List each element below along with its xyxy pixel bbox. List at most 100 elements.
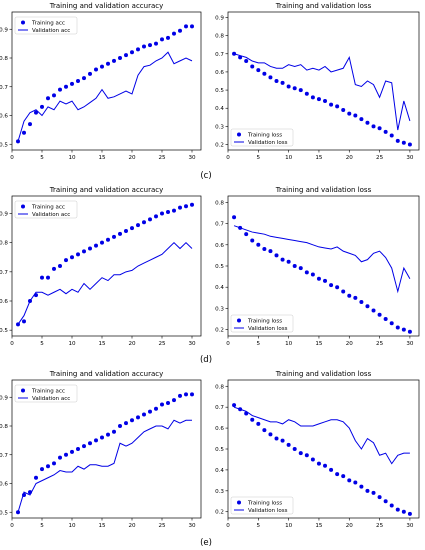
data-point-training-acc (40, 104, 44, 109)
data-point-training-loss (232, 215, 237, 220)
data-point-training-acc (34, 475, 38, 480)
data-point-training-loss (401, 327, 406, 332)
data-point-training-loss (329, 467, 334, 472)
data-point-training-acc (58, 264, 62, 268)
data-point-training-acc (154, 41, 158, 46)
legend-box (14, 384, 78, 403)
legend-label: Validation acc (32, 28, 70, 34)
data-point-training-loss (262, 428, 267, 433)
data-point-training-loss (335, 472, 340, 477)
y-tick-label: 0.4 (215, 468, 224, 474)
y-tick-label: 0.9 (0, 395, 8, 401)
data-point-training-acc (64, 84, 68, 89)
data-point-training-loss (292, 264, 297, 268)
data-point-training-acc (88, 71, 92, 76)
data-point-training-loss (383, 317, 388, 322)
data-point-training-loss (359, 484, 364, 489)
data-point-training-loss (389, 321, 394, 326)
data-point-training-loss (262, 247, 267, 252)
data-point-training-loss (298, 451, 303, 456)
data-point-training-acc (94, 67, 98, 72)
data-point-training-acc (184, 392, 188, 397)
x-tick-label: 0 (226, 155, 230, 161)
plot-frame (11, 11, 202, 151)
data-point-training-loss (316, 97, 321, 102)
data-point-training-acc (118, 424, 122, 428)
data-point-training-loss (383, 129, 388, 134)
data-point-training-acc (160, 211, 164, 216)
data-point-training-loss (280, 257, 285, 262)
data-point-training-loss (274, 79, 279, 83)
data-point-training-loss (286, 259, 291, 264)
data-point-training-acc (166, 210, 170, 215)
caption-c: (c) (200, 171, 211, 181)
data-point-training-acc (70, 255, 74, 260)
data-point-training-loss (244, 232, 249, 237)
data-point-training-loss (280, 438, 285, 443)
data-point-training-acc (178, 205, 182, 210)
data-point-training-acc (142, 44, 146, 49)
data-point-training-acc (82, 76, 86, 81)
y-tick-label: 0.3 (215, 489, 224, 495)
data-point-training-loss (353, 480, 358, 485)
data-point-training-acc (112, 58, 116, 63)
legend-marker-swatch (237, 500, 241, 505)
data-point-training-loss (365, 488, 370, 493)
x-tick-label: 15 (98, 523, 106, 529)
y-tick-label: 0.6 (0, 114, 8, 120)
data-point-training-loss (304, 91, 309, 96)
legend-label: Training acc (31, 205, 65, 211)
x-tick-label: 25 (376, 341, 384, 347)
data-point-training-acc (106, 61, 110, 66)
data-point-training-acc (118, 231, 122, 236)
data-point-training-loss (329, 283, 334, 288)
data-point-training-acc (184, 204, 188, 209)
data-point-training-acc (70, 81, 74, 86)
data-point-training-acc (160, 37, 164, 42)
data-point-training-loss (359, 300, 364, 305)
y-tick-label: 0.8 (215, 200, 224, 206)
series-line-validation-loss (233, 225, 411, 294)
legend-label: Training acc (31, 389, 65, 395)
data-point-training-acc (112, 234, 116, 239)
y-tick-label: 0.6 (0, 482, 8, 488)
data-point-training-loss (377, 312, 382, 317)
x-tick-label: 5 (40, 341, 44, 347)
chart-title: Training and validation accuracy (49, 186, 164, 194)
x-tick-label: 30 (406, 523, 414, 529)
data-point-training-acc (52, 93, 56, 98)
data-point-training-acc (40, 467, 44, 472)
x-tick-label: 25 (376, 155, 384, 161)
data-point-training-loss (304, 453, 309, 458)
data-point-training-acc (58, 455, 62, 460)
chart-c-loss: Training and validation loss 0 5 10 15 20 25 30… (215, 2, 420, 161)
data-point-training-acc (76, 252, 80, 257)
x-tick-label: 5 (40, 155, 44, 161)
chart-title: Training and validation accuracy (49, 370, 164, 378)
caption-e: (e) (200, 538, 212, 548)
data-point-training-acc (64, 258, 68, 263)
series-line-validation-loss (233, 406, 410, 465)
plot-frame (11, 195, 202, 337)
legend-label: Training loss (247, 501, 282, 507)
y-tick-label: 0.5 (0, 510, 8, 516)
legend-label: Training acc (31, 21, 65, 27)
data-point-training-loss (250, 417, 255, 422)
y-tick-label: 0.5 (0, 142, 8, 148)
x-tick-label: 0 (10, 523, 14, 529)
data-point-training-loss (250, 64, 255, 69)
data-point-training-loss (304, 270, 309, 275)
legend-label: Validation loss (248, 140, 288, 146)
data-point-training-loss (341, 289, 346, 294)
data-point-training-acc (178, 393, 182, 398)
chart-title: Training and validation loss (275, 370, 372, 378)
y-tick-label: 0.2 (215, 510, 224, 516)
legend-label: Validation loss (248, 326, 288, 332)
x-tick-label: 30 (188, 523, 196, 529)
data-point-training-loss (310, 272, 315, 277)
y-tick-label: 0.6 (215, 70, 224, 76)
data-point-training-loss (274, 253, 279, 258)
